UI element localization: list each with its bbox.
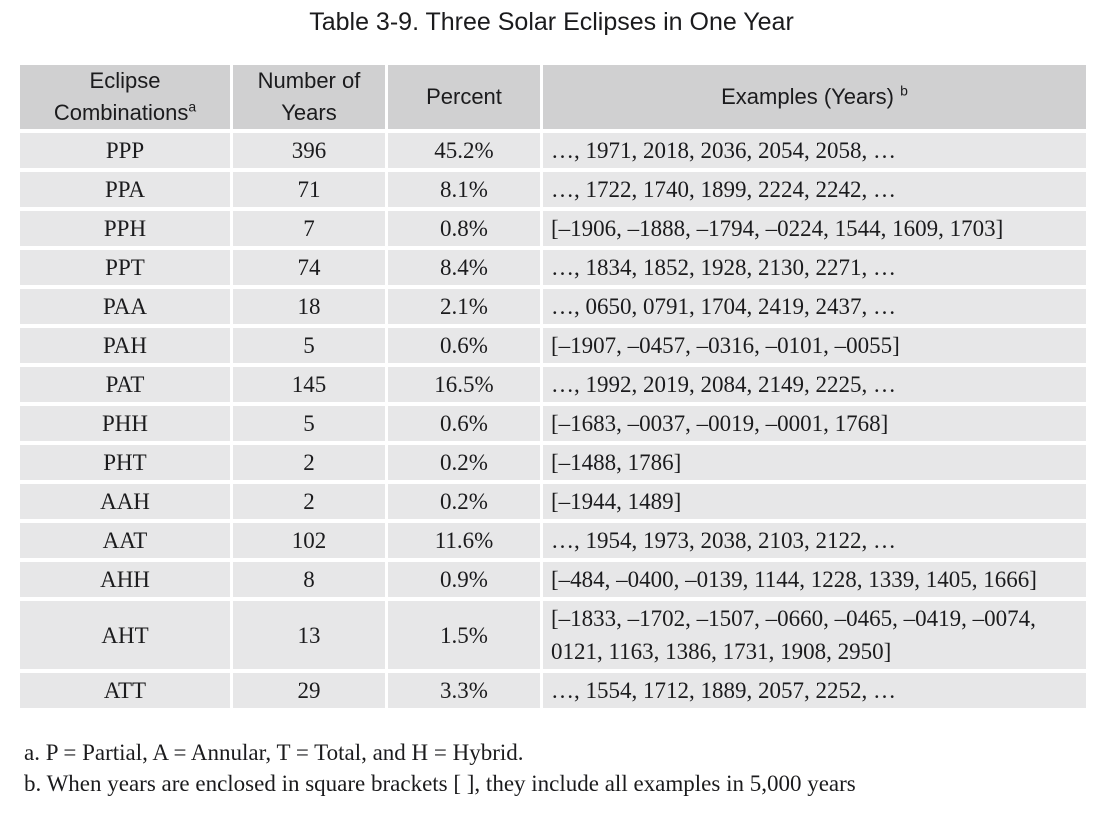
- cell-percent: 0.6%: [388, 328, 540, 363]
- cell-percent: 8.4%: [388, 250, 540, 285]
- table-row: PPP 396 45.2% …, 1971, 2018, 2036, 2054,…: [20, 133, 1086, 168]
- footnote-marker-b: b: [900, 82, 908, 99]
- cell-eclipse-combination: PPP: [20, 133, 230, 168]
- cell-percent: 0.6%: [388, 406, 540, 441]
- cell-number-of-years: 5: [233, 406, 385, 441]
- cell-examples: …, 1954, 1973, 2038, 2103, 2122, …: [543, 523, 1086, 558]
- cell-examples: [–484, –0400, –0139, 1144, 1228, 1339, 1…: [543, 562, 1086, 597]
- table-row: ATT 29 3.3% …, 1554, 1712, 1889, 2057, 2…: [20, 673, 1086, 708]
- col-header-number-of-years: Number of Years: [233, 65, 385, 129]
- table-row: PAH 5 0.6% [–1907, –0457, –0316, –0101, …: [20, 328, 1086, 363]
- footnote-marker-a: a: [188, 98, 197, 115]
- cell-eclipse-combination: PPH: [20, 211, 230, 246]
- header-label-line: Examples (Years): [721, 84, 894, 109]
- cell-eclipse-combination: AHH: [20, 562, 230, 597]
- cell-percent: 3.3%: [388, 673, 540, 708]
- footnotes: a. P = Partial, A = Annular, T = Total, …: [24, 737, 1103, 799]
- cell-eclipse-combination: PPT: [20, 250, 230, 285]
- cell-number-of-years: 102: [233, 523, 385, 558]
- table-row: PPT 74 8.4% …, 1834, 1852, 1928, 2130, 2…: [20, 250, 1086, 285]
- header-label-line: Percent: [426, 84, 502, 109]
- cell-examples: [–1833, –1702, –1507, –0660, –0465, –041…: [543, 601, 1086, 669]
- cell-number-of-years: 29: [233, 673, 385, 708]
- cell-examples: …, 1554, 1712, 1889, 2057, 2252, …: [543, 673, 1086, 708]
- cell-number-of-years: 2: [233, 445, 385, 480]
- cell-number-of-years: 145: [233, 367, 385, 402]
- cell-percent: 45.2%: [388, 133, 540, 168]
- cell-examples: [–1906, –1888, –1794, –0224, 1544, 1609,…: [543, 211, 1086, 246]
- cell-number-of-years: 74: [233, 250, 385, 285]
- cell-percent: 11.6%: [388, 523, 540, 558]
- table-row: PPH 7 0.8% [–1906, –1888, –1794, –0224, …: [20, 211, 1086, 246]
- cell-percent: 0.2%: [388, 445, 540, 480]
- cell-eclipse-combination: AHT: [20, 601, 230, 669]
- col-header-percent: Percent: [388, 65, 540, 129]
- table-body: PPP 396 45.2% …, 1971, 2018, 2036, 2054,…: [20, 133, 1086, 708]
- cell-eclipse-combination: AAT: [20, 523, 230, 558]
- cell-percent: 16.5%: [388, 367, 540, 402]
- cell-eclipse-combination: PAH: [20, 328, 230, 363]
- footnote-a: a. P = Partial, A = Annular, T = Total, …: [24, 740, 524, 765]
- cell-examples: …, 1971, 2018, 2036, 2054, 2058, …: [543, 133, 1086, 168]
- table-row: PPA 71 8.1% …, 1722, 1740, 1899, 2224, 2…: [20, 172, 1086, 207]
- table-title: Table 3-9. Three Solar Eclipses in One Y…: [309, 8, 794, 36]
- cell-examples: …, 1992, 2019, 2084, 2149, 2225, …: [543, 367, 1086, 402]
- header-label-line: Years: [281, 100, 337, 125]
- cell-percent: 8.1%: [388, 172, 540, 207]
- cell-examples: …, 1722, 1740, 1899, 2224, 2242, …: [543, 172, 1086, 207]
- cell-examples: [–1944, 1489]: [543, 484, 1086, 519]
- table-row: AHH 8 0.9% [–484, –0400, –0139, 1144, 12…: [20, 562, 1086, 597]
- col-header-eclipse-combinations: Eclipse Combinationsa: [20, 65, 230, 129]
- cell-number-of-years: 2: [233, 484, 385, 519]
- cell-eclipse-combination: AAH: [20, 484, 230, 519]
- cell-eclipse-combination: PAA: [20, 289, 230, 324]
- cell-eclipse-combination: PPA: [20, 172, 230, 207]
- table-row: PAT 145 16.5% …, 1992, 2019, 2084, 2149,…: [20, 367, 1086, 402]
- cell-percent: 0.2%: [388, 484, 540, 519]
- cell-percent: 1.5%: [388, 601, 540, 669]
- cell-examples: …, 1834, 1852, 1928, 2130, 2271, …: [543, 250, 1086, 285]
- footnote-b: b. When years are enclosed in square bra…: [24, 771, 856, 796]
- cell-number-of-years: 8: [233, 562, 385, 597]
- table-header: Eclipse Combinationsa Number of Years Perc…: [20, 65, 1086, 129]
- table-row: AHT 13 1.5% [–1833, –1702, –1507, –0660,…: [20, 601, 1086, 669]
- header-label-line: Number of: [257, 68, 361, 93]
- cell-eclipse-combination: PAT: [20, 367, 230, 402]
- cell-eclipse-combination: PHH: [20, 406, 230, 441]
- cell-number-of-years: 7: [233, 211, 385, 246]
- table-row: AAH 2 0.2% [–1944, 1489]: [20, 484, 1086, 519]
- cell-eclipse-combination: PHT: [20, 445, 230, 480]
- cell-number-of-years: 396: [233, 133, 385, 168]
- table-row: PAA 18 2.1% …, 0650, 0791, 1704, 2419, 2…: [20, 289, 1086, 324]
- table-row: PHH 5 0.6% [–1683, –0037, –0019, –0001, …: [20, 406, 1086, 441]
- eclipse-combinations-table: Eclipse Combinationsa Number of Years Perc…: [17, 61, 1089, 712]
- table-row: PHT 2 0.2% [–1488, 1786]: [20, 445, 1086, 480]
- cell-number-of-years: 5: [233, 328, 385, 363]
- cell-examples: [–1683, –0037, –0019, –0001, 1768]: [543, 406, 1086, 441]
- table-row: AAT 102 11.6% …, 1954, 1973, 2038, 2103,…: [20, 523, 1086, 558]
- cell-examples: …, 0650, 0791, 1704, 2419, 2437, …: [543, 289, 1086, 324]
- cell-number-of-years: 13: [233, 601, 385, 669]
- cell-number-of-years: 71: [233, 172, 385, 207]
- header-label-line: Eclipse: [89, 68, 161, 93]
- header-label-line: Combinations: [53, 100, 189, 125]
- cell-number-of-years: 18: [233, 289, 385, 324]
- cell-examples: [–1488, 1786]: [543, 445, 1086, 480]
- cell-eclipse-combination: ATT: [20, 673, 230, 708]
- header-row: Eclipse Combinationsa Number of Years Perc…: [20, 65, 1086, 129]
- cell-percent: 2.1%: [388, 289, 540, 324]
- col-header-examples: Examples (Years) b: [543, 65, 1086, 129]
- cell-percent: 0.9%: [388, 562, 540, 597]
- cell-examples: [–1907, –0457, –0316, –0101, –0055]: [543, 328, 1086, 363]
- cell-percent: 0.8%: [388, 211, 540, 246]
